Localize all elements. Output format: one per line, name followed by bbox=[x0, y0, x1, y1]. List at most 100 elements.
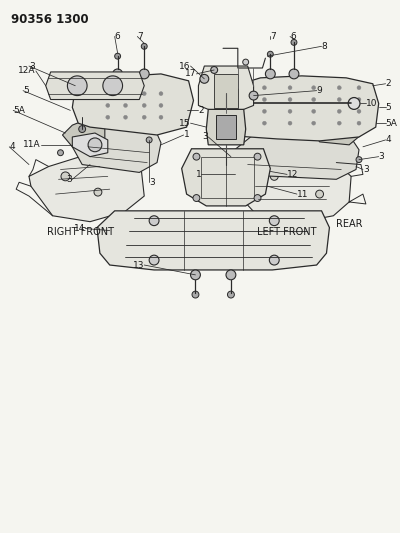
Circle shape bbox=[316, 190, 324, 198]
Polygon shape bbox=[216, 115, 236, 139]
Circle shape bbox=[249, 91, 258, 100]
Circle shape bbox=[357, 98, 361, 101]
Circle shape bbox=[226, 270, 236, 280]
Text: 3: 3 bbox=[149, 178, 155, 187]
Text: 2: 2 bbox=[198, 106, 204, 115]
Circle shape bbox=[149, 216, 159, 225]
Circle shape bbox=[79, 126, 86, 133]
Circle shape bbox=[142, 92, 146, 95]
Text: 14: 14 bbox=[74, 224, 85, 233]
Polygon shape bbox=[231, 127, 359, 179]
Circle shape bbox=[312, 86, 316, 90]
Text: 1: 1 bbox=[184, 131, 189, 140]
Circle shape bbox=[193, 195, 200, 201]
Text: 16: 16 bbox=[179, 61, 190, 70]
Circle shape bbox=[337, 86, 341, 90]
Text: 6: 6 bbox=[290, 32, 296, 41]
Circle shape bbox=[269, 216, 279, 225]
Circle shape bbox=[106, 92, 110, 95]
Text: 3: 3 bbox=[363, 165, 369, 174]
Polygon shape bbox=[233, 159, 351, 222]
Circle shape bbox=[312, 98, 316, 101]
Circle shape bbox=[124, 115, 128, 119]
Circle shape bbox=[88, 138, 102, 152]
Circle shape bbox=[348, 98, 360, 109]
Circle shape bbox=[288, 121, 292, 125]
Polygon shape bbox=[29, 157, 144, 222]
Circle shape bbox=[94, 188, 102, 196]
Circle shape bbox=[269, 255, 279, 265]
Circle shape bbox=[289, 69, 299, 79]
Circle shape bbox=[270, 172, 278, 180]
Circle shape bbox=[228, 157, 234, 163]
Text: 11A: 11A bbox=[23, 140, 41, 149]
Circle shape bbox=[239, 86, 243, 90]
Circle shape bbox=[239, 121, 243, 125]
Circle shape bbox=[239, 109, 243, 114]
Circle shape bbox=[61, 172, 70, 181]
Circle shape bbox=[193, 153, 200, 160]
Circle shape bbox=[243, 59, 249, 65]
Text: 3: 3 bbox=[202, 133, 208, 141]
Circle shape bbox=[288, 98, 292, 101]
Circle shape bbox=[239, 98, 243, 101]
Polygon shape bbox=[97, 211, 330, 270]
Circle shape bbox=[312, 121, 316, 125]
Polygon shape bbox=[72, 74, 194, 135]
Circle shape bbox=[254, 153, 261, 160]
Text: 15: 15 bbox=[179, 119, 190, 128]
Circle shape bbox=[139, 69, 149, 79]
Text: RIGHT FRONT: RIGHT FRONT bbox=[47, 227, 114, 237]
Circle shape bbox=[142, 115, 146, 119]
Polygon shape bbox=[62, 117, 105, 153]
Text: 5: 5 bbox=[23, 86, 29, 95]
Circle shape bbox=[142, 103, 146, 108]
Circle shape bbox=[333, 124, 340, 131]
Circle shape bbox=[200, 75, 209, 83]
Circle shape bbox=[103, 76, 122, 95]
Polygon shape bbox=[310, 110, 361, 145]
Circle shape bbox=[337, 121, 341, 125]
Circle shape bbox=[262, 121, 266, 125]
Circle shape bbox=[211, 67, 218, 74]
Text: 13: 13 bbox=[133, 261, 144, 270]
Text: 5A: 5A bbox=[386, 119, 398, 128]
Circle shape bbox=[262, 109, 266, 114]
Circle shape bbox=[159, 115, 163, 119]
Circle shape bbox=[288, 86, 292, 90]
Circle shape bbox=[124, 92, 128, 95]
Text: 2: 2 bbox=[386, 79, 391, 88]
Polygon shape bbox=[182, 149, 270, 206]
Circle shape bbox=[254, 195, 261, 201]
Polygon shape bbox=[218, 76, 379, 141]
Text: 12: 12 bbox=[287, 170, 298, 179]
Text: LEFT FRONT: LEFT FRONT bbox=[257, 227, 317, 237]
Circle shape bbox=[291, 39, 297, 45]
Circle shape bbox=[124, 103, 128, 108]
Text: 5: 5 bbox=[386, 103, 391, 112]
Text: 3: 3 bbox=[29, 61, 35, 70]
Text: 9: 9 bbox=[317, 86, 322, 95]
Circle shape bbox=[67, 76, 87, 95]
Circle shape bbox=[113, 69, 122, 79]
Circle shape bbox=[312, 109, 316, 114]
Circle shape bbox=[146, 137, 152, 143]
Polygon shape bbox=[214, 74, 238, 108]
Text: 17: 17 bbox=[185, 69, 196, 78]
Circle shape bbox=[357, 109, 361, 114]
Text: 1: 1 bbox=[196, 170, 201, 179]
Circle shape bbox=[106, 115, 110, 119]
Circle shape bbox=[106, 103, 110, 108]
Text: 7: 7 bbox=[270, 32, 276, 41]
Text: 5A: 5A bbox=[13, 106, 25, 115]
Text: 3: 3 bbox=[379, 152, 384, 161]
Text: 11: 11 bbox=[297, 190, 308, 199]
Circle shape bbox=[337, 98, 341, 101]
Circle shape bbox=[192, 291, 199, 298]
Circle shape bbox=[262, 98, 266, 101]
Circle shape bbox=[266, 69, 275, 79]
Text: 12A: 12A bbox=[18, 67, 36, 76]
Circle shape bbox=[190, 270, 200, 280]
Polygon shape bbox=[72, 133, 108, 157]
Polygon shape bbox=[198, 66, 254, 114]
